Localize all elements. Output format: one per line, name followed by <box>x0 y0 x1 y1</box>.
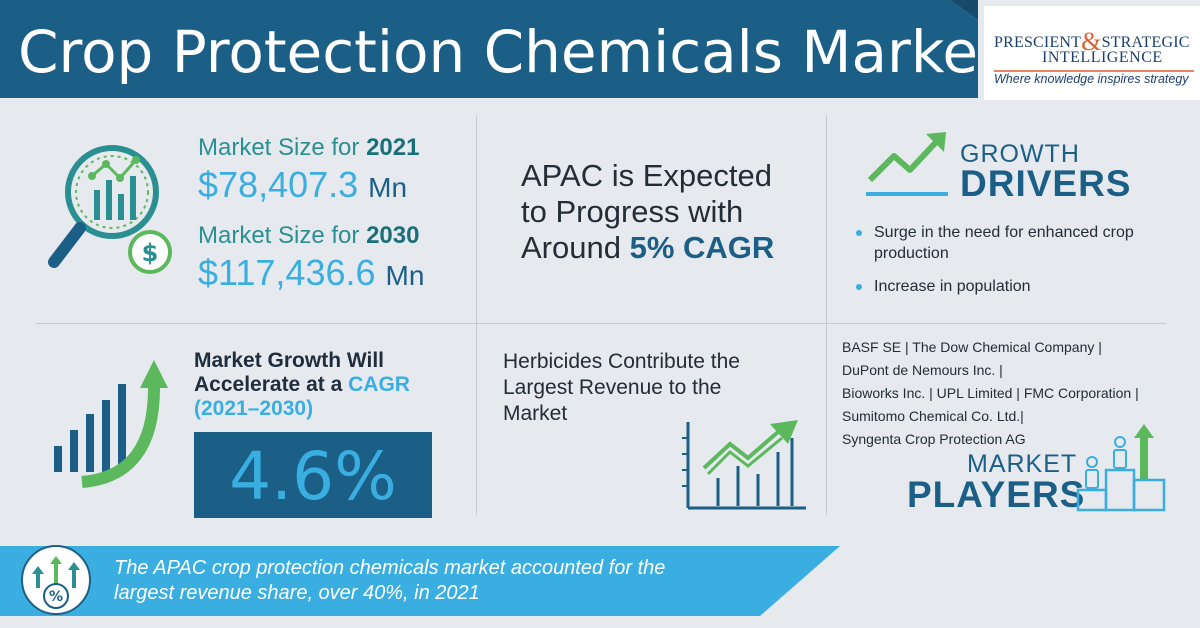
footer-band <box>0 546 840 616</box>
market-size-2030-value: $117,436.6 Mn <box>198 252 425 293</box>
list-item: Syngenta Crop Protection AG <box>842 431 1026 447</box>
svg-text:%: % <box>49 589 63 605</box>
chart-rising-arrow-icon <box>682 420 806 510</box>
magnifier-chart-dollar-icon: $ <box>48 145 172 274</box>
percent-arrows-icon: % <box>21 545 91 615</box>
header-band <box>0 0 978 98</box>
page-title: Crop Protection Chemicals Market <box>18 18 1001 86</box>
logo-underline <box>994 70 1194 72</box>
people-podium-arrow-icon <box>1076 424 1166 512</box>
logo-ampersand: & <box>1081 27 1102 56</box>
bar-chart-arrow-icon <box>54 360 168 488</box>
company-logo: PRESCIENT&STRATEGIC INTELLIGENCE Where k… <box>978 6 1200 100</box>
list-item: BASF SE | The Dow Chemical Company | <box>842 339 1102 355</box>
divider-vertical-2 <box>826 115 827 515</box>
trend-arrow-icon <box>866 132 948 196</box>
apac-cagr-statement: APAC is Expected to Progress with Around… <box>521 158 775 265</box>
list-item: Sumitomo Chemical Co. Ltd.| <box>842 408 1024 424</box>
market-players-heading: PLAYERS <box>907 474 1086 515</box>
logo-tagline: Where knowledge inspires strategy <box>994 72 1189 86</box>
logo-text-line1: PRESCIENT&STRATEGIC <box>994 27 1190 56</box>
footer-statement: The APAC crop protection chemicals marke… <box>114 557 666 604</box>
market-size-2021-value: $78,407.3 Mn <box>198 164 408 205</box>
cagr-value-box: 4.6% <box>194 432 432 518</box>
market-size-2030-label: Market Size for 2030 <box>198 222 420 249</box>
market-players-heading-small: MARKET <box>967 450 1078 478</box>
list-item: DuPont de Nemours Inc. | <box>842 362 1003 378</box>
growth-drivers-heading-small: GROWTH <box>960 140 1080 168</box>
svg-text:$: $ <box>142 239 159 267</box>
market-players-list: BASF SE | The Dow Chemical Company | DuP… <box>842 336 1182 451</box>
logo-text-line2: INTELLIGENCE <box>1042 49 1163 66</box>
growth-drivers-list: Surge in the need for enhanced crop prod… <box>852 222 1142 309</box>
list-item: Bioworks Inc. | UPL Limited | FMC Corpor… <box>842 385 1139 401</box>
growth-drivers-heading: DRIVERS <box>960 163 1132 204</box>
list-item: Increase in population <box>852 276 1142 297</box>
list-item: Surge in the need for enhanced crop prod… <box>852 222 1142 264</box>
market-size-2021-label: Market Size for 2021 <box>198 134 420 161</box>
market-growth-statement: Market Growth Will Accelerate at a CAGR … <box>194 349 410 420</box>
divider-horizontal <box>36 323 1166 324</box>
herbicides-statement: Herbicides Contribute the Largest Revenu… <box>503 350 740 425</box>
divider-vertical-1 <box>476 115 477 515</box>
cagr-value: 4.6% <box>229 438 397 515</box>
